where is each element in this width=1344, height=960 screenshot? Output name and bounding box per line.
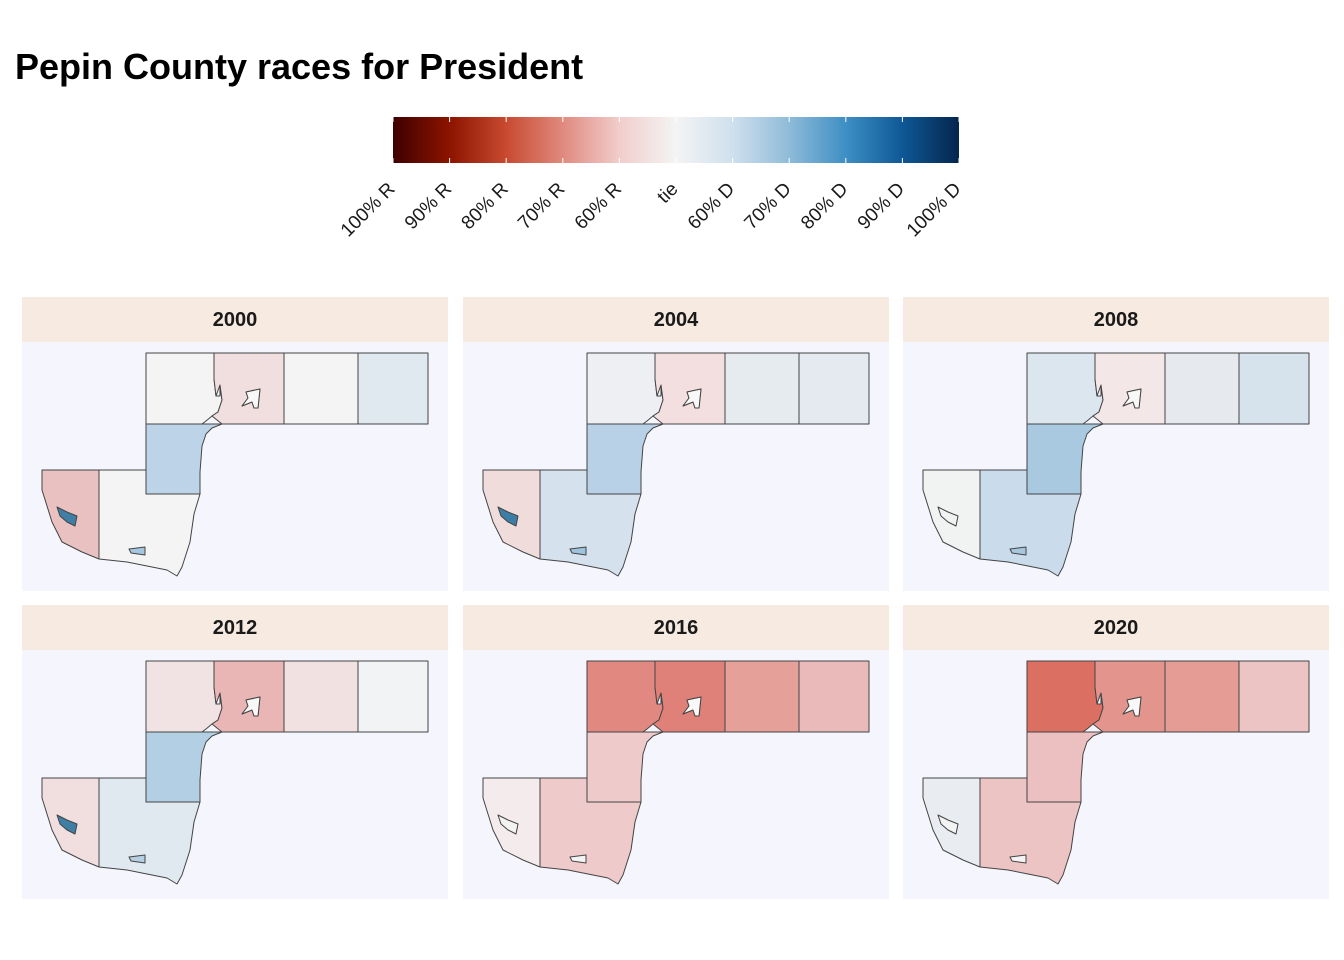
region-north-west <box>145 352 223 425</box>
region-enclave-south <box>1009 546 1027 556</box>
map-2000 <box>22 342 448 591</box>
legend-label: 100% R <box>337 179 400 242</box>
region-north-west <box>586 660 664 733</box>
region-center-strip <box>586 731 664 803</box>
panel-2000: 2000 <box>22 297 448 591</box>
map-2008 <box>903 342 1329 591</box>
region-north-east-2 <box>1238 352 1310 425</box>
region-enclave-north <box>241 388 261 409</box>
region-enclave-north <box>1122 388 1142 409</box>
region-south-middle <box>539 469 642 577</box>
region-center-strip <box>145 423 223 495</box>
strip-2008 <box>903 297 1329 342</box>
region-north-east-2 <box>798 660 870 733</box>
region-enclave-south <box>569 546 587 556</box>
panel-2004: 2004 <box>463 297 889 591</box>
region-enclave-south-west <box>937 506 959 527</box>
region-center-strip <box>1026 423 1104 495</box>
panel-year-label: 2008 <box>1093 309 1139 331</box>
region-north-east-1 <box>283 352 359 425</box>
region-enclave-south <box>128 546 146 556</box>
panel-2016: 2016 <box>463 605 889 899</box>
region-north-middle <box>652 352 726 425</box>
legend-label: 90% D <box>854 179 909 234</box>
legend-label: 80% R <box>458 179 513 234</box>
region-center-strip <box>145 731 223 803</box>
region-north-east-1 <box>1164 352 1240 425</box>
legend-ticks <box>392 117 960 163</box>
map-2016 <box>463 650 889 899</box>
region-enclave-north <box>241 696 261 717</box>
region-enclave-south <box>569 854 587 864</box>
region-north-east-2 <box>357 352 429 425</box>
region-north-east-1 <box>724 352 800 425</box>
legend-label: tie <box>653 179 682 208</box>
region-enclave-north <box>1122 696 1142 717</box>
region-north-middle <box>211 352 285 425</box>
legend-label: 60% R <box>571 179 626 234</box>
panel-year-label: 2000 <box>212 309 258 331</box>
legend-label: 100% D <box>903 179 966 242</box>
region-south-middle <box>979 469 1082 577</box>
legend-label: 80% D <box>797 179 852 234</box>
region-north-east-1 <box>1164 660 1240 733</box>
region-north-middle <box>1092 352 1166 425</box>
region-center-strip <box>586 423 664 495</box>
legend-label: 70% R <box>514 179 569 234</box>
region-enclave-south-west <box>497 506 519 527</box>
region-north-west <box>1026 352 1104 425</box>
legend-colorbar <box>393 117 959 163</box>
strip-2000 <box>22 297 448 342</box>
region-north-west <box>1026 660 1104 733</box>
map-2004 <box>463 342 889 591</box>
region-north-east-1 <box>724 660 800 733</box>
region-north-west <box>145 660 223 733</box>
region-enclave-south-west <box>56 506 78 527</box>
region-north-east-2 <box>1238 660 1310 733</box>
region-enclave-south <box>128 854 146 864</box>
legend-label: 90% R <box>401 179 456 234</box>
strip-2016 <box>463 605 889 650</box>
panel-2012: 2012 <box>22 605 448 899</box>
panel-2020: 2020 <box>903 605 1329 899</box>
strip-2020 <box>903 605 1329 650</box>
region-north-west <box>586 352 664 425</box>
panel-year-label: 2004 <box>653 309 699 331</box>
map-2012 <box>22 650 448 899</box>
panel-year-label: 2020 <box>1093 617 1139 639</box>
panel-2008: 2008 <box>903 297 1329 591</box>
map-2020 <box>903 650 1329 899</box>
page-title: Pepin County races for President <box>15 46 584 87</box>
region-south-middle <box>98 777 201 885</box>
region-center-strip <box>1026 731 1104 803</box>
region-enclave-south-west <box>56 814 78 835</box>
legend-label: 60% D <box>684 179 739 234</box>
region-north-middle <box>211 660 285 733</box>
region-enclave-south-west <box>937 814 959 835</box>
region-north-middle <box>652 660 726 733</box>
region-north-middle <box>1092 660 1166 733</box>
panel-year-label: 2012 <box>212 617 258 639</box>
region-south-middle <box>539 777 642 885</box>
region-enclave-north <box>682 388 702 409</box>
region-north-east-1 <box>283 660 359 733</box>
region-south-middle <box>98 469 201 577</box>
panel-year-label: 2016 <box>653 617 699 639</box>
region-enclave-south-west <box>497 814 519 835</box>
region-south-middle <box>979 777 1082 885</box>
strip-2012 <box>22 605 448 650</box>
strip-2004 <box>463 297 889 342</box>
region-enclave-south <box>1009 854 1027 864</box>
legend-label: 70% D <box>741 179 796 234</box>
region-enclave-north <box>682 696 702 717</box>
region-north-east-2 <box>798 352 870 425</box>
region-north-east-2 <box>357 660 429 733</box>
